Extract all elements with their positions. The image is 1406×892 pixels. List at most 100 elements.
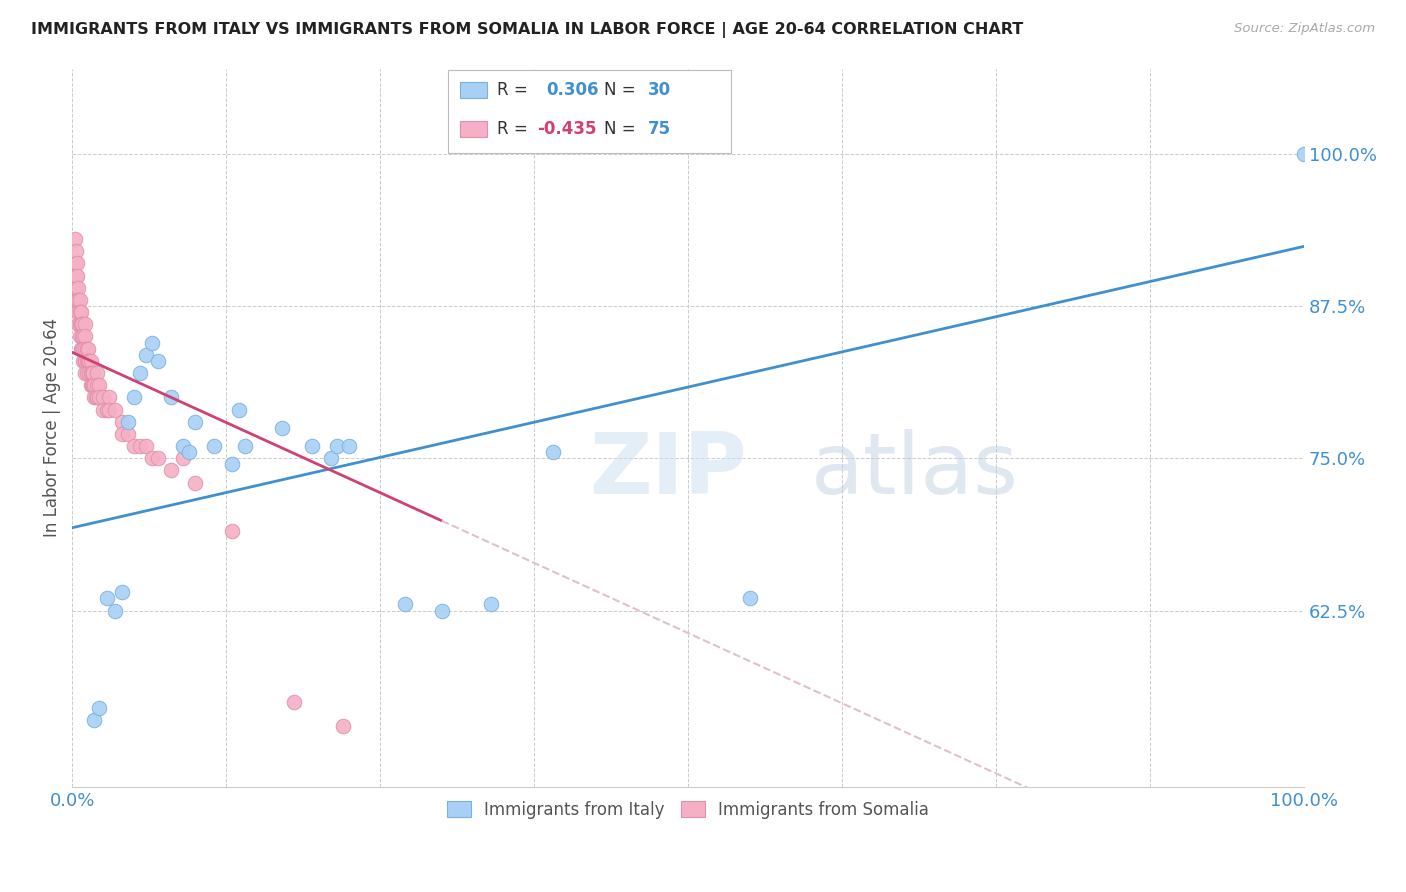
Point [141,451,163,466]
Point [233,439,256,453]
Point [80,378,103,392]
Point [73,342,96,356]
Point [228,402,250,417]
Point [73,354,96,368]
Point [129,366,152,380]
Point [122,439,145,453]
Point [117,415,139,429]
Point [135,348,157,362]
Text: atlas: atlas [811,429,1019,513]
Point [104,603,127,617]
Point [319,451,342,466]
Point [69,318,91,332]
Point [326,439,349,453]
Point [80,366,103,380]
Point [179,445,201,459]
Point [70,318,93,332]
Text: N =: N = [605,81,641,99]
Point [63,232,86,246]
Text: 75: 75 [648,120,671,138]
Point [129,439,152,453]
Point [89,701,111,715]
Point [63,256,86,270]
Point [117,426,139,441]
Point [91,402,114,417]
Point [70,342,93,356]
Legend: Immigrants from Italy, Immigrants from Somalia: Immigrants from Italy, Immigrants from S… [441,794,935,826]
Y-axis label: In Labor Force | Age 20-64: In Labor Force | Age 20-64 [44,318,60,537]
Point [70,305,93,319]
Text: N =: N = [605,120,641,138]
Text: ZIP: ZIP [589,429,748,513]
Text: R =: R = [498,81,533,99]
Point [98,402,121,417]
Text: -0.435: -0.435 [537,120,596,138]
Point [73,329,96,343]
Point [541,445,564,459]
Point [135,439,157,453]
Point [76,342,98,356]
Point [69,305,91,319]
Point [394,598,416,612]
Point [80,354,103,368]
FancyBboxPatch shape [460,82,488,98]
Point [270,421,292,435]
Point [91,391,114,405]
Point [86,391,108,405]
Point [202,439,225,453]
Point [479,598,502,612]
Point [70,342,93,356]
Point [89,391,111,405]
Point [84,391,107,405]
Point [1294,146,1316,161]
Point [69,329,91,343]
Point [98,391,121,405]
Point [110,426,132,441]
Point [79,354,101,368]
Point [159,391,181,405]
Point [70,329,93,343]
Point [69,293,91,307]
Point [301,439,323,453]
Point [76,366,98,380]
Point [738,591,761,606]
Point [73,354,96,368]
Point [332,719,354,733]
Point [73,366,96,380]
Point [77,354,100,368]
Text: Source: ZipAtlas.com: Source: ZipAtlas.com [1234,22,1375,36]
Point [70,318,93,332]
Point [73,318,96,332]
Point [172,439,194,453]
Point [76,354,98,368]
Point [77,342,100,356]
Point [221,458,243,472]
Point [65,268,87,283]
Point [66,293,89,307]
Point [67,281,90,295]
Point [96,402,118,417]
Point [184,415,207,429]
Point [96,591,118,606]
Point [89,378,111,392]
Point [430,603,453,617]
Point [80,378,103,392]
Point [141,335,163,350]
Point [184,475,207,490]
Point [110,415,132,429]
Point [339,439,361,453]
Point [110,585,132,599]
Point [86,378,108,392]
Point [72,329,94,343]
Point [159,463,181,477]
Point [67,293,90,307]
Point [83,713,105,727]
FancyBboxPatch shape [460,121,488,136]
Text: IMMIGRANTS FROM ITALY VS IMMIGRANTS FROM SOMALIA IN LABOR FORCE | AGE 20-64 CORR: IMMIGRANTS FROM ITALY VS IMMIGRANTS FROM… [31,22,1024,38]
Point [148,354,170,368]
Point [86,366,108,380]
Point [65,293,87,307]
Point [79,366,101,380]
Point [67,318,90,332]
Point [172,451,194,466]
